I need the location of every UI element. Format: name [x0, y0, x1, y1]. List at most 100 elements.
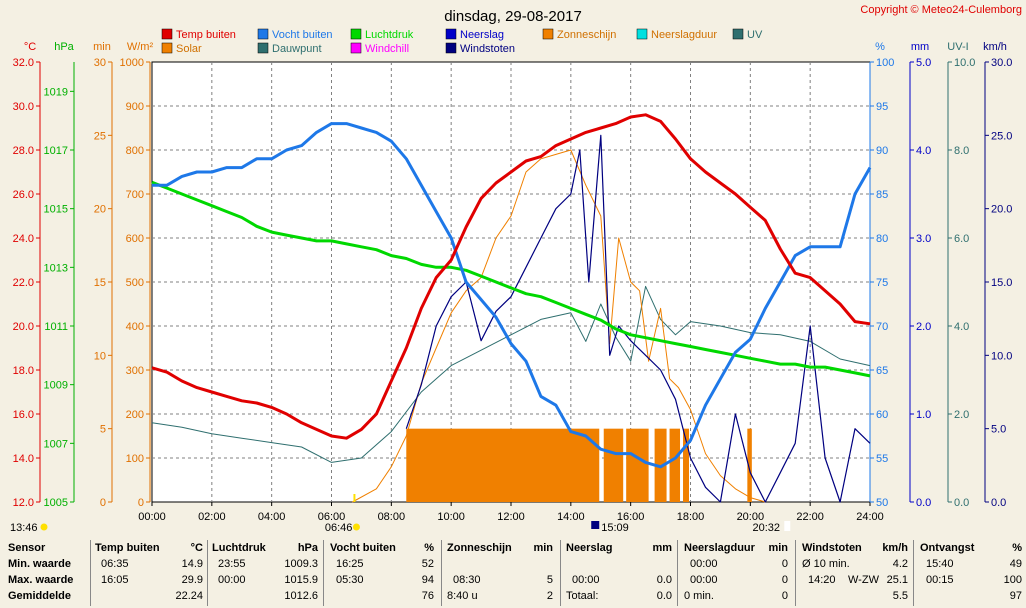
radiation-avg: 97 [1009, 590, 1022, 602]
stats-col-sensor: Sensor Min. waarde Max. waarde Gemiddeld… [8, 538, 90, 608]
humidity-tick-label: 65 [876, 365, 888, 377]
pressure-tick-label: 1009 [44, 380, 68, 392]
stats-table: Sensor Min. waarde Max. waarde Gemiddeld… [0, 538, 1026, 608]
x-tick-label: 14:00 [557, 511, 585, 523]
pressure-tick-label: 1011 [44, 321, 68, 333]
rain-tick-label: 1.0 [916, 409, 931, 421]
stats-col-wind: Windstoten km/h Ø 10 min. 4.2 14:20 W-ZW… [802, 538, 908, 608]
pressure-min: 1009.3 [284, 558, 318, 570]
solar-tick-label: 400 [126, 321, 144, 333]
humidity-tick-label: 80 [876, 233, 888, 245]
rain-total-label: Totaal: [566, 590, 599, 602]
pressure-max-time: 00:00 [218, 574, 246, 586]
wind-header: Windstoten [802, 542, 862, 554]
humidity-unit: % [424, 542, 434, 554]
legend-label: Neerslagduur [651, 29, 717, 41]
rain-tick-label: 4.0 [916, 145, 931, 157]
sunshine-unit: min [533, 542, 553, 554]
stats-sensor-header: Sensor [8, 542, 46, 554]
pressure-header: Luchtdruk [212, 542, 266, 554]
rain-total: 0.0 [656, 590, 672, 602]
minutes-tick-label: 25 [94, 130, 106, 142]
humidity-tick-label: 75 [876, 277, 888, 289]
legend-swatch [161, 28, 173, 40]
humidity-max: 94 [421, 574, 434, 586]
pressure-unit: hPa [297, 542, 318, 554]
temp-tick-label: 26.0 [13, 189, 34, 201]
solar-line [352, 149, 766, 503]
temp-tick-label: 12.0 [13, 497, 34, 509]
pressure-tick-label: 1013 [44, 262, 68, 274]
raindur-header: Neerslagduur [684, 542, 755, 554]
sunset-icon [784, 521, 791, 531]
minutes-tick-label: 20 [94, 204, 106, 216]
raindur-unit: min [768, 542, 788, 554]
rain-max: 0.0 [656, 574, 672, 586]
solar-tick-label: 800 [126, 145, 144, 157]
x-tick-label: 18:00 [677, 511, 705, 523]
solar-tick-label: 200 [126, 409, 144, 421]
radiation-min-time: 15:40 [926, 558, 954, 570]
temp-avg: 22.24 [175, 590, 203, 602]
wind-avg-period: Ø 10 min. [802, 558, 850, 570]
uv-tick-label: 8.0 [954, 145, 969, 157]
temp-tick-label: 20.0 [13, 321, 34, 333]
sunrise-icon [352, 523, 360, 531]
sunshine-avg: 2 [546, 590, 553, 602]
humidity-tick-label: 50 [876, 497, 888, 509]
temp-max: 29.9 [181, 574, 203, 586]
legend-swatch [445, 42, 457, 54]
x-tick-label: 16:00 [617, 511, 645, 523]
legend-label: Vocht buiten [272, 29, 333, 41]
legend-label: UV [747, 29, 763, 41]
humidity-tick-label: 85 [876, 189, 888, 201]
temp-header: Temp buiten [95, 542, 160, 554]
legend-swatch [350, 42, 362, 54]
wind-tick-label: 20.0 [991, 204, 1012, 216]
x-tick-label: 10:00 [437, 511, 465, 523]
humidity-tick-label: 100 [876, 57, 894, 69]
sunshine-bar [603, 428, 624, 502]
wind-tick-label: 0.0 [991, 497, 1006, 509]
legend-label: Zonneschijn [557, 29, 616, 41]
sunshine-header: Zonneschijn [447, 542, 512, 554]
uv-tick-label: 2.0 [954, 409, 969, 421]
raindur-min: 0 [781, 558, 788, 570]
wind-axis-unit: km/h [983, 41, 1007, 53]
plot-area [151, 113, 872, 503]
raindur-max: 0 [781, 574, 788, 586]
solar-tick-label: 300 [126, 365, 144, 377]
midday-icon [591, 521, 600, 529]
temp-unit: °C [190, 542, 203, 554]
legend-swatch [257, 42, 269, 54]
x-tick-label: 04:00 [258, 511, 286, 523]
wind-tick-label: 15.0 [991, 277, 1012, 289]
pressure-tick-label: 1017 [44, 145, 68, 157]
wind-unit: km/h [882, 542, 908, 554]
solar-tick-label: 500 [126, 277, 144, 289]
chart-legend: Temp buiten Vocht buiten Luchtdruk Neerslag… [161, 28, 763, 55]
temp-max-time: 16:05 [101, 574, 129, 586]
stats-col-humidity: Vocht buiten % 16:25 52 05:30 94 76 [330, 538, 434, 608]
rain-header: Neerslag [566, 542, 613, 554]
stats-avg-label: Gemiddelde [8, 590, 71, 602]
rain-tick-label: 0.0 [916, 497, 931, 509]
legend-label: Luchtdruk [365, 29, 414, 41]
humidity-tick-label: 95 [876, 101, 888, 113]
temp-tick-label: 18.0 [13, 365, 34, 377]
x-tick-label: 12:00 [497, 511, 525, 523]
midday-label: 15:09 [601, 522, 629, 534]
temp-axis-unit: °C [24, 41, 36, 53]
temp-min: 14.9 [181, 558, 203, 570]
humidity-avg: 76 [421, 590, 434, 602]
pressure-tick-label: 1007 [44, 438, 68, 450]
wind-tick-label: 10.0 [991, 350, 1012, 362]
x-tick-label: 20:00 [737, 511, 765, 523]
stats-min-label: Min. waarde [8, 558, 71, 570]
temp-tick-label: 14.0 [13, 453, 34, 465]
sun-icon [40, 523, 48, 531]
solar-tick-label: 0 [138, 497, 144, 509]
uv-tick-label: 10.0 [954, 57, 975, 69]
stats-col-rain: Neerslag mm 00:00 0.0 Totaal: 0.0 [566, 538, 672, 608]
wind-tick-label: 5.0 [991, 424, 1006, 436]
